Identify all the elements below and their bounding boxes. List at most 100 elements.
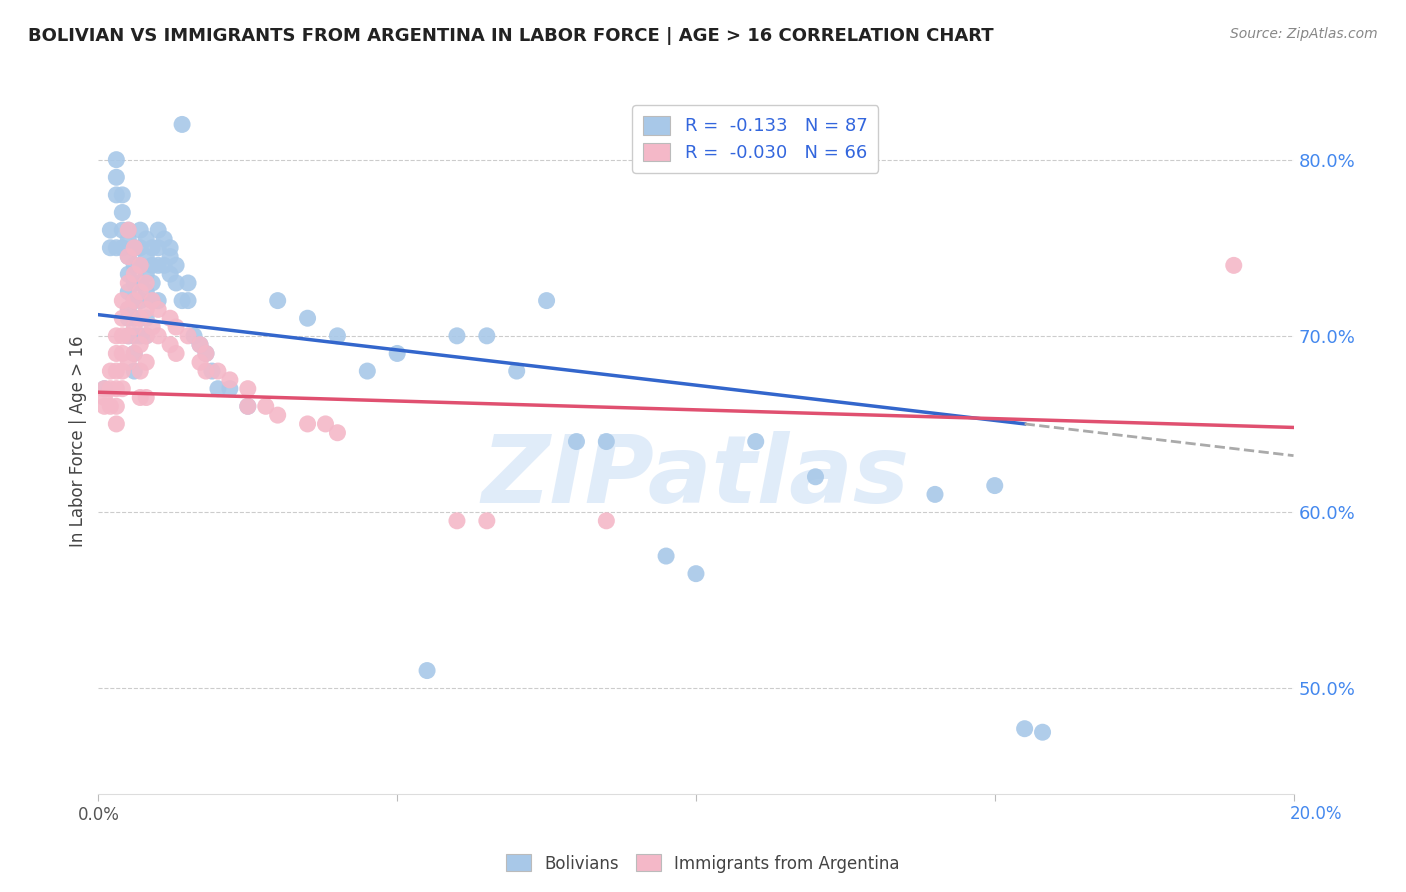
Text: ZIPatlas: ZIPatlas [482,431,910,523]
Point [159,267,181,281]
Point [165,346,187,360]
Point [93,382,115,396]
Point [98,364,122,378]
Point [124,293,146,308]
Point [267,293,290,308]
Point [98,223,122,237]
Point [124,311,146,326]
Point [177,329,200,343]
Legend: R =  -0.133   N = 87, R =  -0.030   N = 66: R = -0.133 N = 87, R = -0.030 N = 66 [633,105,879,173]
Point [105,241,128,255]
Point [148,329,170,343]
Point [111,311,134,326]
Y-axis label: In Labor Force | Age > 16: In Labor Force | Age > 16 [69,335,87,548]
Point [475,329,498,343]
Point [135,276,157,290]
Point [129,311,152,326]
Point [315,417,337,431]
Point [153,232,176,246]
Point [111,187,134,202]
Point [385,346,409,360]
Point [297,417,319,431]
Point [117,355,139,369]
Point [129,259,152,273]
Point [129,329,152,343]
Text: BOLIVIAN VS IMMIGRANTS FROM ARGENTINA IN LABOR FORCE | AGE > 16 CORRELATION CHAR: BOLIVIAN VS IMMIGRANTS FROM ARGENTINA IN… [28,27,994,45]
Point [105,399,128,413]
Point [1223,259,1246,273]
Point [356,364,378,378]
Point [984,478,1007,492]
Point [98,241,122,255]
Point [195,346,218,360]
Point [105,187,128,202]
Point [124,276,146,290]
Point [595,514,617,528]
Point [117,276,139,290]
Point [135,329,157,343]
Point [129,259,152,273]
Point [117,232,139,246]
Point [124,293,146,308]
Point [105,170,128,185]
Point [111,293,134,308]
Point [111,382,134,396]
Point [141,259,163,273]
Point [105,364,128,378]
Point [159,250,181,264]
Point [117,267,139,281]
Point [141,276,163,290]
Point [195,346,218,360]
Point [129,241,152,255]
Point [183,329,205,343]
Point [148,259,170,273]
Point [153,259,176,273]
Point [129,285,152,299]
Point [188,337,211,351]
Text: Source: ZipAtlas.com: Source: ZipAtlas.com [1230,27,1378,41]
Point [475,514,498,528]
Point [172,118,194,132]
Point [93,399,115,413]
Point [98,382,122,396]
Point [135,391,157,405]
Point [129,337,152,351]
Point [105,382,128,396]
Point [595,434,617,449]
Point [129,364,152,378]
Point [124,329,146,343]
Point [195,364,218,378]
Point [105,417,128,431]
Point [745,434,768,449]
Point [135,311,157,326]
Point [655,549,678,563]
Point [129,311,152,326]
Point [207,382,229,396]
Point [177,276,200,290]
Point [326,425,349,440]
Point [117,329,139,343]
Point [924,487,946,501]
Point [105,346,128,360]
Point [124,346,146,360]
Point [117,302,139,317]
Point [124,320,146,334]
Point [254,399,277,413]
Point [148,302,170,317]
Point [236,382,259,396]
Point [111,346,134,360]
Point [236,399,259,413]
Point [124,241,146,255]
Point [506,364,529,378]
Point [236,399,259,413]
Point [105,153,128,167]
Point [111,329,134,343]
Point [135,302,157,317]
Point [93,382,115,396]
Point [446,329,468,343]
Point [105,329,128,343]
Point [188,355,211,369]
Point [124,346,146,360]
Point [117,311,139,326]
Point [326,329,349,343]
